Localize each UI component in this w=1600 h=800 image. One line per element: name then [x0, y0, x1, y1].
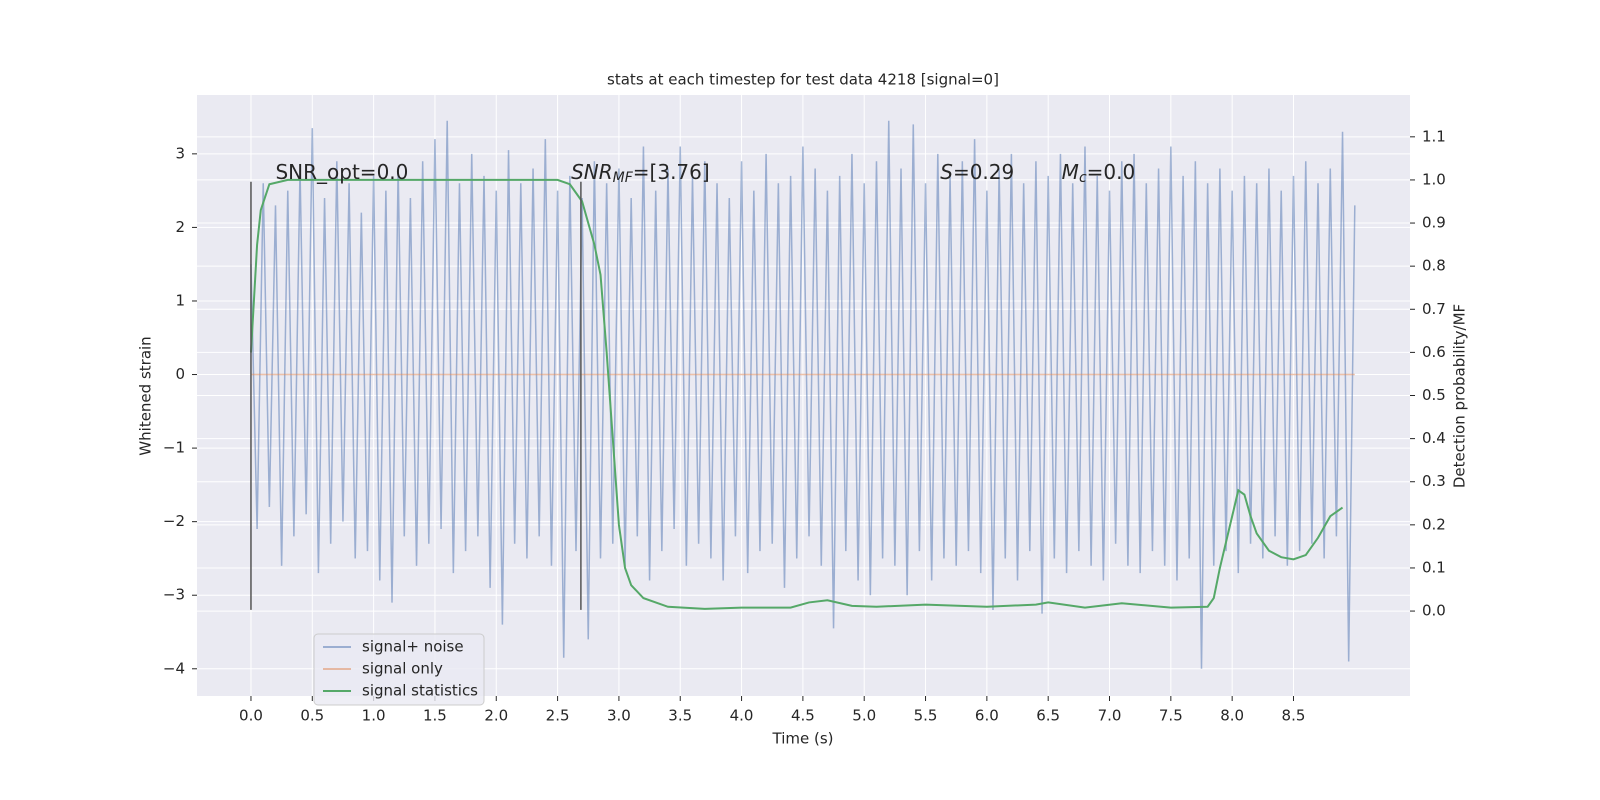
annotation: SNRMF=[3.76]	[571, 159, 710, 186]
x-tick-label: 7.5	[1159, 707, 1183, 725]
y-tick-label: −4	[163, 659, 185, 677]
annotation-sub: c	[1079, 170, 1087, 186]
legend-box	[313, 633, 485, 706]
x-tick-label: 0.0	[239, 707, 263, 725]
x-tick-label: 4.0	[730, 707, 754, 725]
y2-tick-label: 0.8	[1422, 257, 1446, 275]
y-axis-label: Whitened strain	[137, 336, 155, 455]
annotation-rest: =0.29	[953, 159, 1014, 183]
legend-label: signal statistics	[362, 682, 478, 700]
annotation-rest: =0.0	[1087, 159, 1136, 183]
y2-tick-label: 0.1	[1422, 558, 1446, 576]
x-tick-label: 8.5	[1282, 707, 1306, 725]
annotation-text: SNR_opt=0.0	[275, 159, 408, 183]
y2-tick-label: 0.5	[1422, 386, 1446, 404]
x-tick-label: 2.5	[546, 707, 570, 725]
y-tick-label: 3	[175, 144, 185, 162]
legend: signal+ noise signal only signal statistic…	[313, 633, 485, 706]
y2-tick-label: 0.3	[1422, 472, 1446, 490]
annotation: Mc=0.0	[1062, 159, 1136, 186]
x-tick-label: 0.5	[300, 707, 324, 725]
y-tick-label: 2	[175, 218, 185, 236]
x-tick-label: 7.0	[1098, 707, 1122, 725]
y-tick-label: −2	[163, 512, 185, 530]
legend-label: signal only	[362, 660, 443, 678]
x-tick-label: 3.5	[668, 707, 692, 725]
y2-tick-label: 1.0	[1422, 170, 1446, 188]
y-tick-label: −3	[163, 586, 185, 604]
y-tick-label: 0	[175, 365, 185, 383]
x-tick-label: 6.0	[975, 707, 999, 725]
annotation-var: SNR	[571, 159, 613, 183]
x-tick-label: 5.5	[914, 707, 938, 725]
annotation-sub: MF	[613, 170, 634, 186]
x-axis-label: Time (s)	[772, 730, 834, 748]
x-tick-label: 1.0	[362, 707, 386, 725]
annotation-rest: =[3.76]	[633, 159, 710, 183]
x-tick-label: 8.0	[1220, 707, 1244, 725]
y2-tick-label: 1.1	[1422, 127, 1446, 145]
annotation-var: S	[940, 159, 953, 183]
y-tick-label: −1	[163, 439, 185, 457]
series-line	[249, 178, 1344, 610]
y2-tick-label: 0.7	[1422, 300, 1446, 318]
y2-axis-label: Detection probability/MF	[1451, 304, 1469, 488]
annotation-var: M	[1062, 159, 1079, 183]
y2-tick-label: 0.2	[1422, 515, 1446, 533]
y-tick-label: 1	[175, 291, 185, 309]
annotation: SNR_opt=0.0	[275, 159, 408, 183]
x-tick-label: 5.0	[852, 707, 876, 725]
x-tick-label: 6.5	[1036, 707, 1060, 725]
chart-title: stats at each timestep for test data 421…	[607, 71, 999, 89]
series-line	[250, 120, 1356, 669]
x-tick-label: 4.5	[791, 707, 815, 725]
y2-tick-label: 0.4	[1422, 429, 1446, 447]
x-tick-label: 1.5	[423, 707, 447, 725]
y2-tick-label: 0.6	[1422, 343, 1446, 361]
y2-tick-label: 0.9	[1422, 214, 1446, 232]
x-tick-label: 3.0	[607, 707, 631, 725]
annotation: S=0.29	[940, 159, 1014, 183]
legend-label: signal+ noise	[362, 638, 464, 656]
x-tick-label: 2.0	[484, 707, 508, 725]
y2-tick-label: 0.0	[1422, 602, 1446, 620]
